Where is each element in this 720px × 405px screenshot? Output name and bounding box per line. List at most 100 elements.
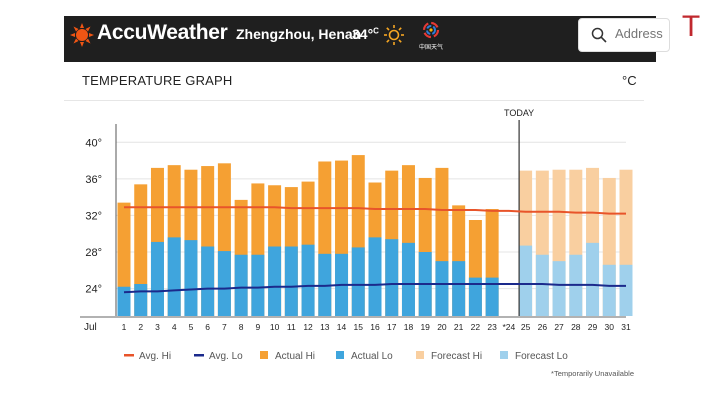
legend-label[interactable]: Actual Lo bbox=[351, 351, 393, 362]
avg-lo-line bbox=[123, 283, 626, 294]
actual-lo-bar[interactable] bbox=[368, 237, 382, 316]
legend-label[interactable]: Avg. Lo bbox=[209, 351, 243, 362]
month-label: Jul bbox=[84, 322, 97, 333]
y-tick-label: 40° bbox=[85, 137, 102, 149]
weather-widget: AccuWeather Zhengzhou, Henan 34°C 中国天气 bbox=[64, 16, 670, 384]
y-tick-label: 32° bbox=[85, 210, 102, 222]
legend-label[interactable]: Forecast Hi bbox=[431, 351, 482, 362]
search-input[interactable] bbox=[615, 26, 669, 41]
x-tick-label: 26 bbox=[538, 322, 548, 332]
corner-brand-letter: T bbox=[682, 12, 700, 40]
actual-lo-bar[interactable] bbox=[385, 239, 399, 316]
x-tick-label: 13 bbox=[320, 322, 330, 332]
x-tick-label: 27 bbox=[554, 322, 564, 332]
cma-swirl-icon bbox=[422, 21, 440, 39]
sunny-weather-icon bbox=[384, 25, 404, 45]
x-tick-label: 10 bbox=[270, 322, 280, 332]
actual-lo-bar[interactable] bbox=[301, 244, 315, 316]
forecast-lo-bar[interactable] bbox=[535, 254, 549, 316]
x-tick-label: 20 bbox=[437, 322, 447, 332]
actual-lo-bar[interactable] bbox=[167, 237, 181, 316]
x-tick-label: 29 bbox=[588, 322, 598, 332]
section-title: TEMPERATURE GRAPH bbox=[82, 73, 233, 88]
x-tick-label: 16 bbox=[370, 322, 380, 332]
forecast-lo-bar[interactable] bbox=[602, 264, 616, 316]
unit-toggle[interactable]: °C bbox=[622, 73, 637, 88]
x-tick-label: 3 bbox=[155, 322, 160, 332]
temperature-value: 34° bbox=[352, 26, 374, 42]
y-tick-label: 24° bbox=[85, 284, 102, 296]
forecast-lo-bar[interactable] bbox=[586, 242, 600, 316]
x-tick-label: 1 bbox=[122, 322, 127, 332]
legend-label[interactable]: Avg. Hi bbox=[139, 351, 171, 362]
x-tick-label: 15 bbox=[354, 322, 364, 332]
search-box[interactable] bbox=[578, 18, 670, 52]
x-tick-label: 11 bbox=[287, 322, 296, 332]
x-tick-label: 25 bbox=[521, 322, 531, 332]
actual-lo-bar[interactable] bbox=[468, 277, 482, 316]
x-tick-label: 22 bbox=[471, 322, 481, 332]
graph-title-bar: TEMPERATURE GRAPH °C bbox=[64, 62, 644, 101]
legend-swatch bbox=[194, 354, 204, 357]
site-header: AccuWeather Zhengzhou, Henan 34°C 中国天气 bbox=[64, 16, 670, 62]
forecast-lo-bar[interactable] bbox=[519, 245, 533, 316]
forecast-lo-bar[interactable] bbox=[552, 261, 566, 316]
x-tick-label: 23 bbox=[487, 322, 497, 332]
avg-hi-line bbox=[124, 206, 626, 215]
y-tick-label: 28° bbox=[85, 247, 102, 259]
x-tick-label: 28 bbox=[571, 322, 581, 332]
x-tick-label: *24 bbox=[502, 322, 515, 332]
actual-lo-bar[interactable] bbox=[485, 277, 499, 316]
current-temperature: 34°C bbox=[352, 26, 379, 42]
actual-lo-bar[interactable] bbox=[201, 246, 215, 316]
actual-lo-bar[interactable] bbox=[234, 254, 248, 316]
forecast-lo-bar[interactable] bbox=[619, 264, 633, 316]
actual-lo-bar[interactable] bbox=[351, 247, 365, 316]
x-tick-label: 2 bbox=[138, 322, 143, 332]
actual-lo-bar[interactable] bbox=[401, 242, 415, 316]
legend-swatch bbox=[124, 354, 134, 357]
x-tick-label: 12 bbox=[303, 322, 313, 332]
actual-lo-bar[interactable] bbox=[117, 286, 131, 316]
x-tick-label: 8 bbox=[239, 322, 244, 332]
sun-logo-icon[interactable] bbox=[70, 23, 94, 47]
legend-swatch bbox=[336, 351, 344, 359]
corner-brand-logo: T bbox=[682, 12, 700, 40]
actual-lo-bar[interactable] bbox=[268, 246, 282, 316]
x-tick-label: 4 bbox=[172, 322, 177, 332]
legend-label[interactable]: Actual Hi bbox=[275, 351, 315, 362]
today-label: TODAY bbox=[504, 108, 534, 118]
brand-logo[interactable]: AccuWeather bbox=[97, 21, 228, 44]
footnote: *Temporarily Unavailable bbox=[551, 369, 634, 378]
y-tick-label: 36° bbox=[85, 174, 102, 186]
legend-swatch bbox=[500, 351, 508, 359]
actual-lo-bar[interactable] bbox=[452, 261, 466, 316]
actual-lo-bar[interactable] bbox=[251, 254, 265, 316]
actual-lo-bar[interactable] bbox=[435, 261, 449, 316]
x-tick-label: 9 bbox=[255, 322, 260, 332]
x-tick-label: 5 bbox=[189, 322, 194, 332]
actual-lo-bar[interactable] bbox=[150, 241, 164, 316]
x-tick-label: 7 bbox=[222, 322, 227, 332]
cma-partner-logo[interactable]: 中国天气 bbox=[416, 20, 446, 54]
x-tick-label: 19 bbox=[420, 322, 430, 332]
x-tick-label: 18 bbox=[404, 322, 414, 332]
actual-lo-bar[interactable] bbox=[134, 284, 148, 316]
x-tick-label: 14 bbox=[337, 322, 347, 332]
legend-label[interactable]: Forecast Lo bbox=[515, 351, 568, 362]
x-tick-label: 30 bbox=[605, 322, 615, 332]
search-icon[interactable] bbox=[591, 27, 607, 43]
x-tick-label: 31 bbox=[621, 322, 631, 332]
temperature-unit: C bbox=[373, 26, 379, 36]
actual-lo-bar[interactable] bbox=[284, 246, 298, 316]
actual-lo-bar[interactable] bbox=[184, 240, 198, 316]
actual-hi-bar[interactable] bbox=[134, 184, 148, 316]
x-tick-label: 6 bbox=[205, 322, 210, 332]
location-name[interactable]: Zhengzhou, Henan bbox=[236, 26, 362, 42]
legend-swatch bbox=[416, 351, 424, 359]
x-tick-label: 17 bbox=[387, 322, 397, 332]
x-tick-label: 21 bbox=[454, 322, 464, 332]
cma-logo-text: 中国天气 bbox=[418, 45, 443, 51]
actual-lo-bar[interactable] bbox=[217, 251, 231, 316]
